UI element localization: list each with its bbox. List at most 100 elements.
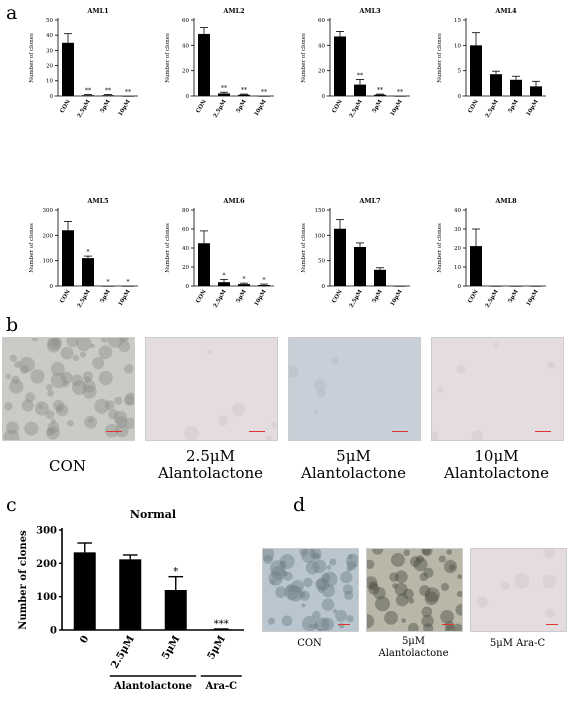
cell-blob — [79, 351, 87, 358]
cell-blob — [493, 342, 500, 349]
caption-line: 5μM Ara-C — [489, 638, 546, 649]
cell-blob — [282, 571, 288, 577]
significance-label: * — [243, 276, 246, 283]
chart-aml4: AML4 Number of clones 0 5 10 15 CON 2.5μM 5μM 10μ… — [437, 7, 546, 119]
cell-blob — [113, 410, 128, 425]
y-tick-label: 60 — [182, 227, 189, 233]
cell-blob — [315, 617, 330, 631]
micro-texture — [432, 338, 563, 440]
bar — [82, 95, 94, 96]
cell-blob — [115, 424, 129, 438]
x-tick-label: 2.5μM — [77, 99, 92, 119]
cell-blob — [291, 579, 304, 593]
cell-blob — [72, 354, 80, 362]
y-axis-label: Number of clones — [301, 33, 307, 83]
cell-blob — [308, 623, 313, 629]
bar — [510, 286, 522, 287]
bar — [218, 282, 230, 286]
y-axis-label: Number of clones — [18, 530, 29, 630]
cell-blob — [346, 560, 357, 571]
bar — [530, 86, 542, 96]
cell-blob — [60, 371, 73, 384]
panel-label-a: a — [6, 2, 18, 24]
cell-blob — [24, 421, 39, 436]
significance-label: *** — [214, 619, 229, 630]
y-tick-label: 200 — [36, 559, 57, 570]
cell-blob — [21, 399, 34, 412]
caption-d-5um-arac: 5μM Ara-C — [470, 638, 565, 650]
cell-blob — [423, 567, 434, 578]
significance-label: ** — [241, 87, 247, 94]
cell-blob — [421, 614, 434, 628]
x-tick-label: 10μM — [390, 99, 404, 117]
chart-title: AML7 — [358, 197, 380, 205]
y-tick-label: 15 — [454, 18, 461, 24]
cell-blob — [50, 418, 57, 424]
significance-label: * — [223, 272, 226, 279]
bar — [122, 96, 134, 97]
cell-blob — [313, 379, 326, 392]
cell-blob — [335, 609, 347, 622]
cell-blob — [76, 338, 92, 352]
cell-blob — [413, 557, 428, 572]
x-tick-label: 5μM — [508, 99, 520, 114]
cell-blob — [270, 579, 276, 585]
cell-blob — [20, 365, 29, 374]
bar — [82, 258, 94, 286]
cell-blob — [312, 559, 327, 574]
cell-blob — [424, 591, 439, 606]
group-label: Alantolactone — [113, 681, 192, 692]
cell-blob — [25, 392, 36, 403]
y-axis-label: Number of clones — [301, 223, 307, 273]
bar — [394, 96, 406, 97]
cell-blob — [217, 415, 229, 426]
micrograph-b-10um — [431, 337, 564, 441]
chart-title: AML8 — [494, 197, 517, 205]
y-tick-label: 100 — [36, 592, 57, 603]
bar — [258, 96, 270, 97]
cell-blob — [47, 421, 60, 434]
caption-line: Alantolactone — [443, 464, 550, 483]
cell-blob — [263, 554, 273, 565]
cell-blob — [100, 338, 109, 343]
y-tick-label: 0 — [50, 94, 54, 100]
x-tick-label: 10μM — [390, 289, 404, 307]
cell-blob — [423, 623, 434, 631]
caption-line: Alantolactone — [157, 464, 264, 483]
bar — [470, 45, 482, 96]
x-tick-label: CON — [467, 99, 479, 114]
cell-blob — [271, 565, 286, 581]
x-tick-label: 0 — [78, 634, 91, 646]
micro-texture — [289, 338, 420, 440]
x-tick-label: 10μM — [526, 99, 540, 117]
cell-blob — [184, 426, 199, 440]
cell-blob — [19, 356, 35, 373]
bar — [374, 94, 386, 96]
y-tick-label: 0 — [50, 626, 57, 637]
panel-label-d: d — [293, 494, 306, 516]
bar — [218, 93, 230, 96]
y-tick-label: 0 — [186, 94, 190, 100]
chart-title: AML1 — [86, 7, 108, 15]
cell-blob — [55, 403, 69, 417]
bar — [490, 286, 502, 287]
cell-blob — [66, 338, 79, 348]
significance-label: * — [127, 279, 130, 286]
cell-blob — [390, 552, 405, 567]
chart-title: AML3 — [358, 7, 381, 15]
cell-blob — [424, 587, 440, 603]
scale-bar — [106, 431, 122, 432]
cell-blob — [342, 584, 354, 595]
cell-blob — [67, 419, 74, 427]
cell-blob — [284, 584, 301, 601]
micro-texture — [3, 338, 134, 440]
cell-blob — [281, 615, 293, 627]
cell-blob — [403, 549, 411, 556]
cell-blob — [331, 356, 339, 365]
x-tick-label: 2.5μM — [349, 289, 364, 309]
micro-texture — [146, 338, 277, 440]
cell-blob — [267, 617, 275, 625]
cell-blob — [401, 618, 407, 623]
micrograph-b-5um — [288, 337, 421, 441]
bar — [198, 243, 210, 286]
